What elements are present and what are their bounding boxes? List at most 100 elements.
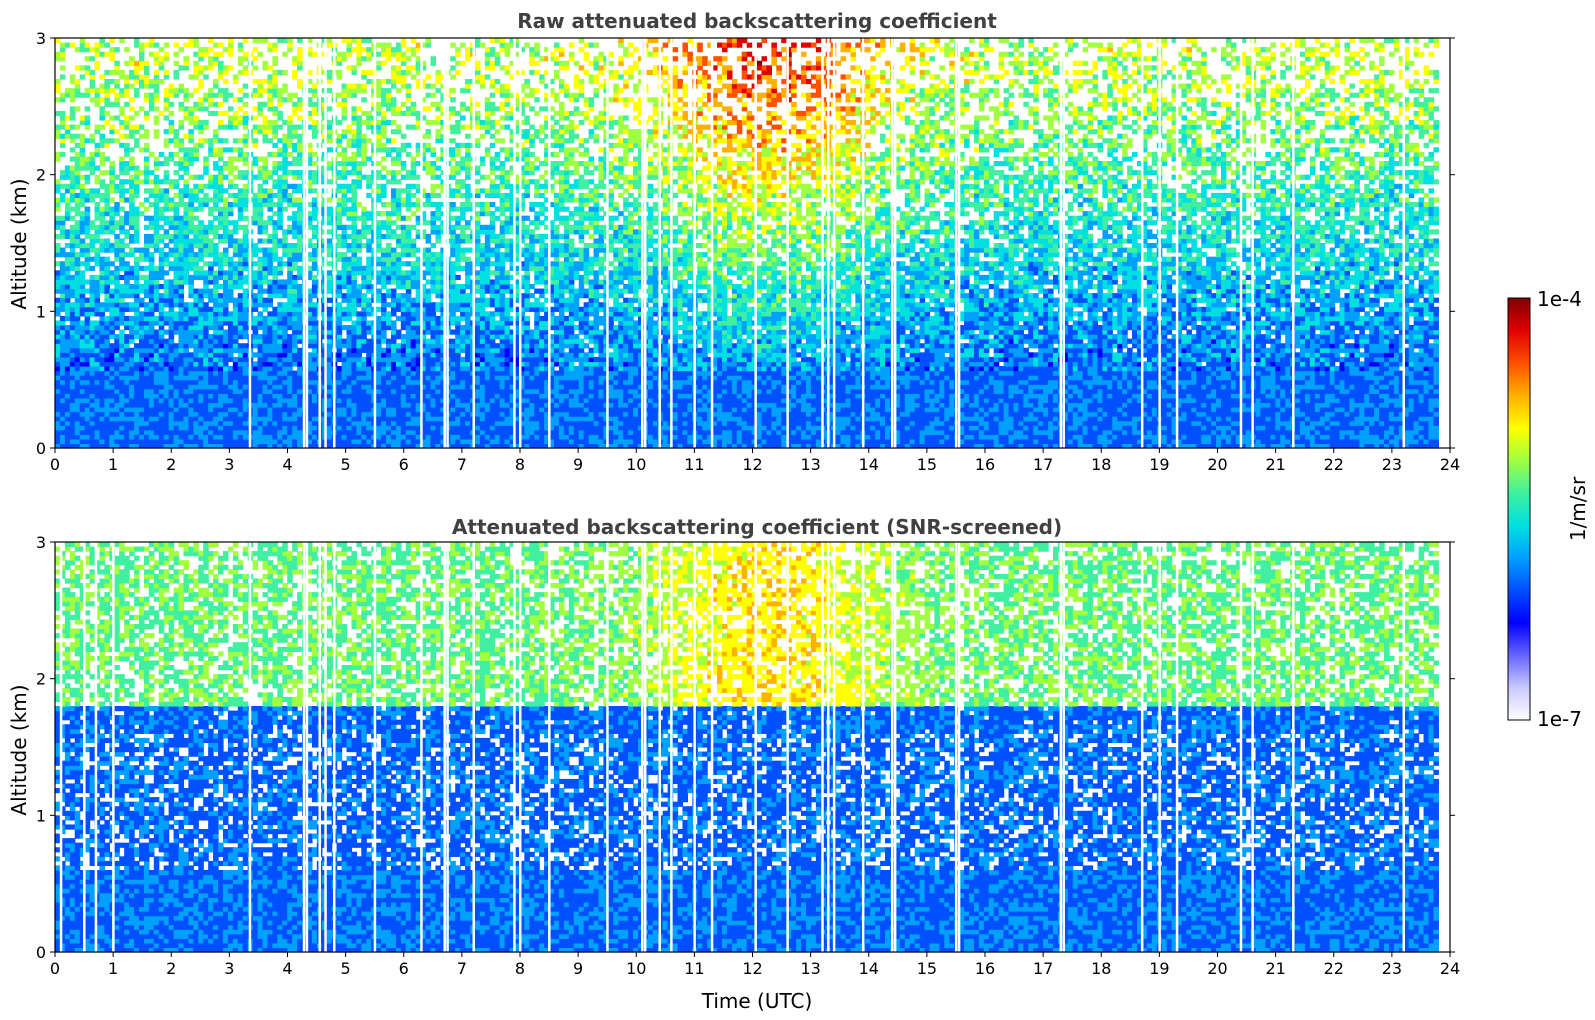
heatmap-cell [85,289,91,294]
heatmap-cell [183,234,189,239]
heatmap-cell [70,398,76,403]
heatmap-cell [297,421,303,426]
heatmap-cell [109,211,115,216]
heatmap-cell [258,398,264,403]
heatmap-cell [109,330,115,335]
heatmap-cell [80,161,86,166]
heatmap-cell [75,284,81,289]
heatmap-cell [188,307,194,312]
heatmap-cell [149,307,155,312]
heatmap-cell [282,375,288,380]
heatmap-cell [109,166,115,171]
heatmap-cell [149,384,155,389]
heatmap-cell [85,266,91,271]
heatmap-cell [119,316,125,321]
heatmap-cell [119,266,125,271]
heatmap-cell [149,339,155,344]
heatmap-cell [169,225,175,230]
heatmap-cell [129,375,135,380]
heatmap-cell [139,65,145,70]
heatmap-cell [70,147,76,152]
heatmap-cell [144,156,150,161]
heatmap-cell [179,234,185,239]
heatmap-cell [188,115,194,120]
heatmap-cell [119,380,125,385]
heatmap-cell [188,252,194,257]
heatmap-cell [193,238,199,243]
heatmap-cell [258,371,264,376]
heatmap-cell [55,380,61,385]
heatmap-cell [159,352,165,357]
heatmap-cell [188,289,194,294]
heatmap-cell [139,421,145,426]
heatmap-cell [109,371,115,376]
heatmap-cell [179,238,185,243]
heatmap-cell [75,311,81,316]
heatmap-cell [218,343,224,348]
heatmap-cell [243,421,249,426]
heatmap-cell [213,257,219,262]
heatmap-cell [70,311,76,316]
heatmap-cell [272,161,278,166]
heatmap-cell [292,343,298,348]
heatmap-cell [233,166,239,171]
heatmap-cell [287,407,293,412]
heatmap-cell [80,43,86,48]
heatmap-cell [193,348,199,353]
heatmap-cell [144,320,150,325]
heatmap-cell [90,393,96,398]
heatmap-cell [327,38,333,43]
heatmap-cell [188,389,194,394]
heatmap-cell [297,65,303,70]
heatmap-cell [312,334,318,339]
heatmap-cell [70,188,76,193]
heatmap-cell [282,120,288,125]
heatmap-cell [139,125,145,130]
heatmap-cell [85,425,91,430]
heatmap-cell [75,166,81,171]
heatmap-cell [164,371,170,376]
heatmap-cell [312,439,318,444]
heatmap-cell [193,147,199,152]
heatmap-cell [272,248,278,253]
heatmap-cell [144,243,150,248]
heatmap-cell [287,170,293,175]
heatmap-cell [85,339,91,344]
heatmap-cell [312,248,318,253]
heatmap-cell [95,398,101,403]
heatmap-cell [193,352,199,357]
heatmap-cell [60,216,66,221]
heatmap-cell [154,275,160,280]
heatmap-cell [119,197,125,202]
heatmap-cell [149,298,155,303]
heatmap-cell [198,421,204,426]
heatmap-cell [109,407,115,412]
heatmap-cell [154,106,160,111]
heatmap-cell [267,207,273,212]
heatmap-cell [164,179,170,184]
heatmap-cell [213,166,219,171]
heatmap-cell [213,175,219,180]
heatmap-cell [183,357,189,362]
heatmap-cell [297,243,303,248]
heatmap-cell [287,430,293,435]
heatmap-cell [70,325,76,330]
heatmap-cell [297,175,303,180]
heatmap-cell [154,343,160,348]
heatmap-cell [233,439,239,444]
heatmap-cell [70,243,76,248]
heatmap-cell [90,402,96,407]
heatmap-cell [169,439,175,444]
heatmap-cell [169,357,175,362]
heatmap-cell [99,207,105,212]
heatmap-cell [109,366,115,371]
heatmap-cell [267,375,273,380]
heatmap-cell [159,257,165,262]
heatmap-cell [149,97,155,102]
heatmap-cell [169,152,175,157]
heatmap-cell [124,229,130,234]
heatmap-cell [60,225,66,230]
heatmap-cell [149,425,155,430]
heatmap-cell [85,179,91,184]
heatmap-cell [80,307,86,312]
